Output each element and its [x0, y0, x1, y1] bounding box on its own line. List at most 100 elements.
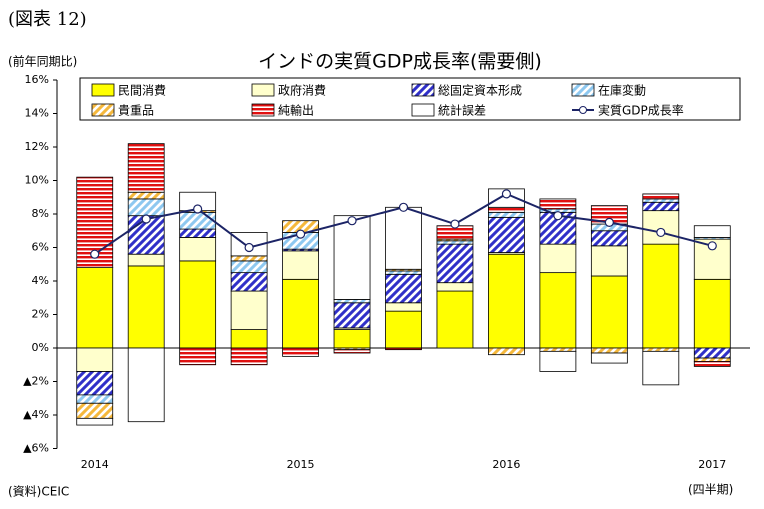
bar-segment [539, 347, 577, 352]
bar-segment [282, 278, 319, 349]
bar-segment [693, 357, 731, 362]
bar-segment [642, 350, 680, 386]
x-tick-label: 2016 [492, 458, 520, 471]
bar-segment [127, 191, 165, 200]
bar-segment [230, 260, 268, 274]
legend-swatch [91, 83, 115, 97]
legend-label: 政府消費 [278, 83, 326, 98]
x-tick-label: 2015 [287, 458, 315, 471]
legend-label: 統計誤差 [438, 103, 486, 118]
bar-segment [693, 347, 731, 359]
bar-segment [230, 272, 268, 292]
bar-segment [693, 225, 731, 238]
bar-segment [539, 243, 577, 274]
line-marker [604, 217, 614, 227]
bar-segment [385, 273, 422, 304]
line-marker [193, 204, 203, 214]
bar-segment [127, 198, 165, 217]
legend-swatch [251, 103, 275, 117]
bar-segment [76, 347, 114, 372]
bar-segment [230, 255, 268, 262]
bar-segment [282, 250, 319, 280]
bar-segment [590, 275, 628, 349]
legend-swatch [251, 83, 275, 97]
line-marker [450, 219, 460, 229]
chart-title: インドの実質GDP成長率(需要側) [258, 51, 542, 73]
bar-segment [642, 193, 680, 200]
bar-segment [488, 347, 525, 356]
x-tick-label: 2017 [698, 458, 726, 471]
y-tick-label: 0% [32, 341, 49, 354]
bar-segment [539, 272, 577, 349]
y-tick-label: 2% [32, 308, 49, 321]
bar-segment [488, 253, 525, 349]
bar-segment [127, 347, 165, 423]
bar-segment [179, 347, 217, 366]
bar-segment [488, 211, 525, 218]
bar-segment [642, 210, 680, 245]
line-marker [347, 216, 357, 226]
x-tick-label: 2014 [81, 458, 109, 471]
bar-segment [333, 302, 371, 329]
bar-segment [76, 394, 114, 404]
bar-segment [488, 216, 525, 253]
legend-box [79, 77, 741, 121]
bar-segment [539, 198, 577, 210]
legend-label: 民間消費 [118, 83, 166, 98]
line-marker [707, 241, 717, 251]
legend-label: 貴重品 [118, 104, 154, 118]
y-tick-label: 8% [32, 207, 49, 220]
y-tick-label: 12% [25, 140, 49, 153]
line-marker [90, 249, 100, 259]
bar-segment [333, 299, 371, 304]
y-tick-label: 4% [32, 274, 49, 287]
line-marker [501, 189, 512, 199]
bar-segment [179, 211, 217, 230]
legend-swatch [91, 103, 115, 117]
y-tick-label: 16% [25, 73, 49, 86]
y-tick-label: 10% [25, 174, 49, 187]
bar-segment [693, 278, 731, 349]
bar-segment [385, 270, 422, 275]
bar-segment [333, 349, 371, 354]
legend-label: 実質GDP成長率 [598, 103, 684, 118]
legend-swatch [579, 106, 587, 114]
bar-segment [385, 206, 422, 270]
bar-segment [436, 243, 474, 284]
bar-segment [127, 265, 165, 349]
bar-segment [436, 240, 474, 245]
bar-segment [230, 290, 268, 330]
bar-segment [179, 237, 217, 262]
legend-swatch [411, 103, 435, 117]
bar-segment [590, 230, 628, 247]
legend-label: 純輸出 [278, 103, 314, 118]
y-tick-label: 14% [25, 107, 49, 120]
bar-segment [642, 243, 680, 349]
bar-segment [127, 143, 165, 193]
bar-segment [179, 260, 217, 349]
bar-segment [230, 329, 268, 349]
bar-segment [642, 201, 680, 212]
legend-swatch [571, 83, 595, 97]
x-axis-label: (四半期) [688, 483, 733, 497]
bar-segment [179, 228, 217, 238]
bar-segment [436, 290, 474, 349]
bar-segment [76, 402, 114, 419]
bar-segment [642, 347, 680, 352]
y-axis-label: (前年同期比) [8, 54, 77, 69]
line-marker [141, 214, 151, 224]
line-marker [295, 229, 306, 239]
bar-segment [333, 329, 371, 349]
bar-segment [76, 371, 114, 396]
bar-segment [590, 245, 628, 277]
line-marker [398, 202, 409, 212]
y-tick-label: ▲2% [23, 375, 49, 388]
bar-segment [127, 253, 165, 267]
y-tick-label: ▲6% [23, 442, 49, 455]
bar-segment [436, 282, 474, 292]
figure-label: (図表 12) [8, 9, 87, 30]
line-marker [244, 242, 254, 253]
bar-segment [76, 417, 114, 426]
bar-segment [693, 360, 731, 367]
